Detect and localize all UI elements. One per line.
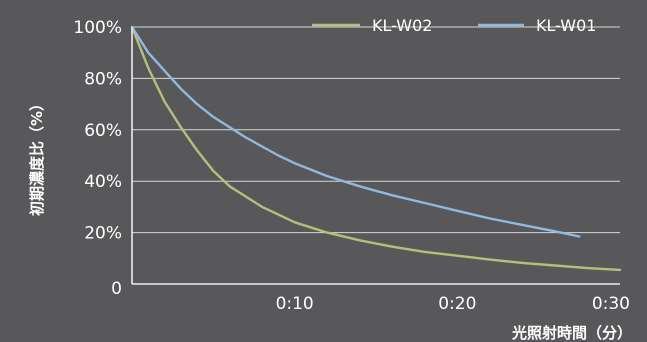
y-tick-label: 80% bbox=[84, 69, 122, 89]
y-tick-label: 40% bbox=[84, 172, 122, 192]
x-axis-title: 光照射時間（分） bbox=[511, 324, 632, 342]
gridlines bbox=[132, 27, 620, 233]
x-tick-label: 0:10 bbox=[276, 294, 314, 314]
axes bbox=[132, 27, 620, 284]
y-tick-label: 100% bbox=[73, 18, 122, 38]
series-layer bbox=[132, 27, 620, 270]
legend-label-kl-w01: KL-W01 bbox=[536, 16, 596, 35]
y-axis-title: 初期濃度比（%） bbox=[28, 96, 46, 216]
series-line-kl-w01 bbox=[132, 27, 579, 237]
y-tick-label: 20% bbox=[84, 224, 122, 244]
x-tick-label: 0:20 bbox=[438, 294, 476, 314]
legend: KL-W02 KL-W01 bbox=[312, 16, 596, 35]
x-tick-label: 0:30 bbox=[592, 294, 630, 314]
series-line-kl-w02 bbox=[132, 27, 620, 270]
legend-label-kl-w02: KL-W02 bbox=[372, 16, 432, 35]
y-tick-label: 0 bbox=[111, 279, 122, 299]
y-tick-label: 60% bbox=[84, 121, 122, 141]
